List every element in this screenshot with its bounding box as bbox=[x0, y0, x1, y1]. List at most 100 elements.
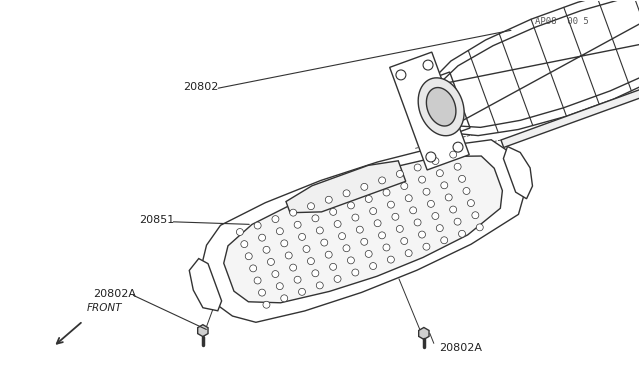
Circle shape bbox=[365, 196, 372, 202]
Circle shape bbox=[294, 221, 301, 228]
Circle shape bbox=[379, 177, 385, 184]
Circle shape bbox=[401, 183, 408, 190]
Circle shape bbox=[316, 282, 323, 289]
Circle shape bbox=[343, 245, 350, 252]
Circle shape bbox=[383, 244, 390, 251]
Polygon shape bbox=[501, 79, 640, 147]
Circle shape bbox=[432, 212, 439, 219]
Circle shape bbox=[441, 182, 448, 189]
Circle shape bbox=[236, 228, 243, 235]
Circle shape bbox=[259, 234, 266, 241]
Circle shape bbox=[459, 175, 465, 182]
Circle shape bbox=[454, 163, 461, 170]
Circle shape bbox=[467, 200, 474, 206]
Circle shape bbox=[276, 228, 284, 235]
Circle shape bbox=[396, 70, 406, 80]
Polygon shape bbox=[418, 78, 464, 136]
Circle shape bbox=[419, 231, 426, 238]
Circle shape bbox=[423, 188, 430, 195]
Circle shape bbox=[414, 219, 421, 226]
Circle shape bbox=[436, 225, 444, 232]
Circle shape bbox=[458, 230, 465, 237]
Circle shape bbox=[352, 214, 359, 221]
Circle shape bbox=[299, 233, 305, 240]
Circle shape bbox=[352, 269, 359, 276]
Circle shape bbox=[339, 232, 346, 240]
Circle shape bbox=[312, 215, 319, 222]
Circle shape bbox=[285, 252, 292, 259]
Circle shape bbox=[432, 158, 439, 164]
Polygon shape bbox=[202, 140, 525, 322]
Circle shape bbox=[383, 189, 390, 196]
Circle shape bbox=[396, 170, 403, 177]
Circle shape bbox=[343, 190, 350, 197]
Polygon shape bbox=[431, 0, 640, 136]
Circle shape bbox=[361, 183, 368, 190]
Circle shape bbox=[414, 164, 421, 171]
Circle shape bbox=[472, 212, 479, 219]
Polygon shape bbox=[198, 325, 208, 337]
Circle shape bbox=[445, 194, 452, 201]
Text: 20802A: 20802A bbox=[439, 343, 482, 353]
Circle shape bbox=[370, 263, 376, 270]
Circle shape bbox=[387, 256, 394, 263]
Circle shape bbox=[254, 277, 261, 284]
Circle shape bbox=[450, 151, 457, 158]
Text: 20802A: 20802A bbox=[93, 289, 136, 299]
Circle shape bbox=[453, 142, 463, 152]
Polygon shape bbox=[419, 327, 429, 339]
Circle shape bbox=[250, 265, 257, 272]
Circle shape bbox=[268, 259, 275, 265]
Circle shape bbox=[307, 203, 314, 210]
Circle shape bbox=[325, 196, 332, 203]
Polygon shape bbox=[434, 72, 470, 134]
Circle shape bbox=[441, 237, 448, 244]
Polygon shape bbox=[189, 259, 221, 311]
Circle shape bbox=[405, 195, 412, 202]
Circle shape bbox=[241, 241, 248, 248]
Circle shape bbox=[330, 263, 337, 270]
Polygon shape bbox=[390, 52, 469, 170]
Circle shape bbox=[378, 232, 385, 239]
Circle shape bbox=[316, 227, 323, 234]
Circle shape bbox=[298, 288, 305, 295]
Circle shape bbox=[423, 60, 433, 70]
Circle shape bbox=[272, 270, 279, 278]
Circle shape bbox=[392, 213, 399, 220]
Circle shape bbox=[401, 238, 408, 244]
Circle shape bbox=[356, 226, 364, 233]
Circle shape bbox=[281, 295, 288, 302]
Circle shape bbox=[290, 264, 296, 271]
Text: 20802: 20802 bbox=[184, 82, 219, 92]
Circle shape bbox=[307, 258, 314, 264]
Circle shape bbox=[370, 208, 377, 215]
Circle shape bbox=[476, 224, 483, 231]
Circle shape bbox=[374, 220, 381, 227]
Polygon shape bbox=[426, 87, 456, 126]
Circle shape bbox=[387, 201, 394, 208]
Circle shape bbox=[294, 276, 301, 283]
Circle shape bbox=[263, 301, 270, 308]
Circle shape bbox=[365, 250, 372, 257]
Circle shape bbox=[245, 253, 252, 260]
Circle shape bbox=[325, 251, 332, 258]
Text: AP08  00 5: AP08 00 5 bbox=[535, 17, 589, 26]
Circle shape bbox=[426, 152, 436, 162]
Circle shape bbox=[290, 209, 297, 216]
Circle shape bbox=[419, 176, 426, 183]
Circle shape bbox=[254, 222, 261, 229]
Circle shape bbox=[334, 221, 341, 227]
Circle shape bbox=[405, 250, 412, 257]
Circle shape bbox=[281, 240, 288, 247]
Circle shape bbox=[348, 257, 355, 264]
Circle shape bbox=[321, 239, 328, 246]
Circle shape bbox=[450, 206, 456, 213]
Circle shape bbox=[272, 216, 279, 222]
Polygon shape bbox=[504, 147, 532, 199]
Circle shape bbox=[361, 238, 368, 245]
Polygon shape bbox=[286, 161, 406, 213]
Circle shape bbox=[259, 289, 266, 296]
Circle shape bbox=[330, 208, 337, 215]
Text: FRONT: FRONT bbox=[87, 303, 122, 313]
Circle shape bbox=[263, 246, 270, 253]
